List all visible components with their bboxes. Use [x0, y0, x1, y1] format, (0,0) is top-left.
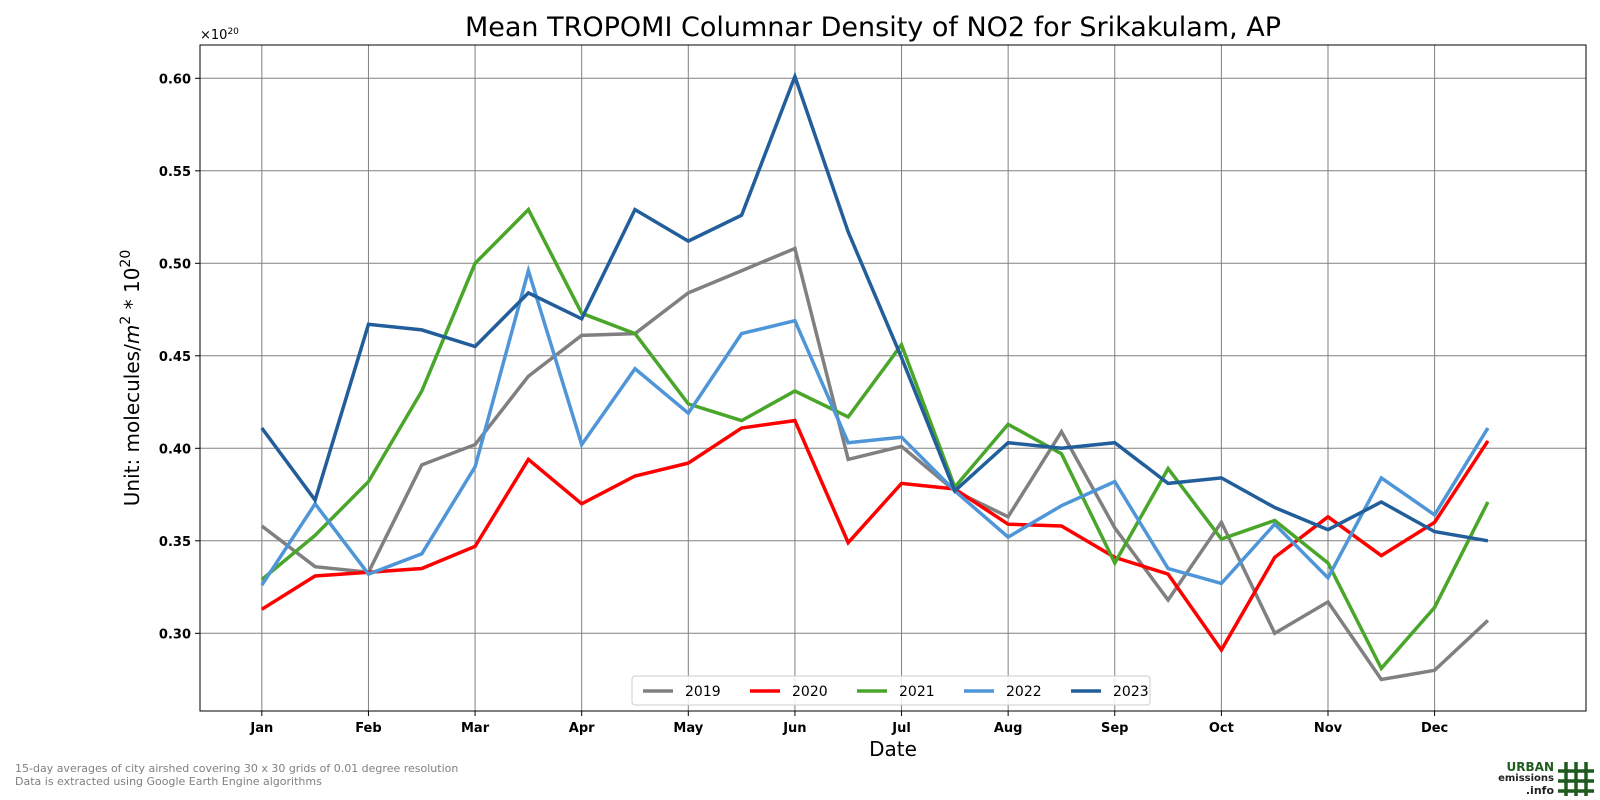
x-tick-label: Sep: [1101, 721, 1129, 736]
legend-label-2020: 2020: [792, 684, 828, 700]
x-axis-label: Date: [869, 737, 917, 761]
y-tick-label: 0.50: [159, 257, 191, 272]
x-tick-label: Mar: [461, 721, 490, 736]
x-tick-label: Aug: [994, 721, 1023, 736]
series-line-2022: [260, 264, 1490, 587]
offset-base: ×10: [200, 28, 227, 43]
y-axis-ticks: 0.30 0.35 0.40 0.45 0.50 0.55 0.60: [159, 72, 200, 642]
y-tick-label: 0.30: [159, 627, 191, 642]
series-line-2020: [260, 418, 1490, 654]
legend-frame: [631, 675, 1151, 706]
legend: 2019 2020 2021 2022 2023: [631, 675, 1151, 706]
logo-text-info: .info: [1525, 784, 1554, 797]
y-tick-label: 0.35: [159, 535, 191, 550]
x-axis-ticks: Jan Feb Mar Apr May Jun Jul Aug Sep Oct Nov Dec: [249, 711, 1448, 736]
urban-emissions-logo: URBAN emissions .info: [1498, 760, 1598, 798]
series-line-2021: [260, 206, 1490, 672]
series-lines: [260, 71, 1490, 682]
plot-frame: [199, 44, 1587, 712]
chart-title: Mean TROPOMI Columnar Density of NO2 for…: [465, 12, 1281, 43]
x-tick-label: Jan: [249, 721, 273, 736]
y-axis-label-exponent: 20: [118, 250, 134, 268]
x-tick-label: Jul: [891, 721, 911, 736]
logo-text-urban: URBAN: [1506, 760, 1554, 774]
y-tick-label: 0.40: [159, 442, 191, 457]
grid: [200, 45, 1586, 711]
series-line-2023: [260, 71, 1489, 543]
x-tick-label: Jun: [782, 721, 806, 736]
legend-label-2023: 2023: [1113, 684, 1149, 700]
footnote-line-2: Data is extracted using Google Earth Eng…: [15, 775, 322, 788]
y-axis-label: Unit: molecules/m2 * 1020: [118, 250, 144, 507]
series-line-2019: [260, 246, 1490, 682]
y-tick-label: 0.60: [159, 72, 191, 87]
x-tick-label: May: [673, 721, 703, 736]
logo-text-emissions: emissions: [1498, 773, 1554, 784]
legend-label-2021: 2021: [899, 684, 935, 700]
legend-label-2019: 2019: [685, 684, 721, 700]
x-tick-label: Nov: [1314, 721, 1343, 736]
grid-logo-icon: [1558, 762, 1594, 796]
y-tick-label: 0.45: [159, 350, 191, 365]
offset-exponent: 20: [227, 27, 239, 37]
footnote-line-1: 15-day averages of city airshed covering…: [15, 762, 459, 775]
y-axis-label-m-exponent: 2: [118, 316, 134, 325]
y-axis-label-m: m: [120, 325, 144, 344]
footnote: 15-day averages of city airshed covering…: [15, 762, 458, 788]
x-tick-label: Apr: [569, 721, 595, 736]
x-tick-label: Oct: [1209, 721, 1234, 736]
y-tick-label: 0.55: [159, 165, 191, 180]
offset-text: ×1020: [200, 27, 239, 43]
x-tick-label: Dec: [1421, 721, 1448, 736]
y-axis-label-mid: * 10: [120, 268, 144, 316]
legend-label-2022: 2022: [1006, 684, 1042, 700]
y-axis-label-prefix: Unit: molecules/: [120, 344, 144, 506]
x-tick-label: Feb: [355, 721, 381, 736]
